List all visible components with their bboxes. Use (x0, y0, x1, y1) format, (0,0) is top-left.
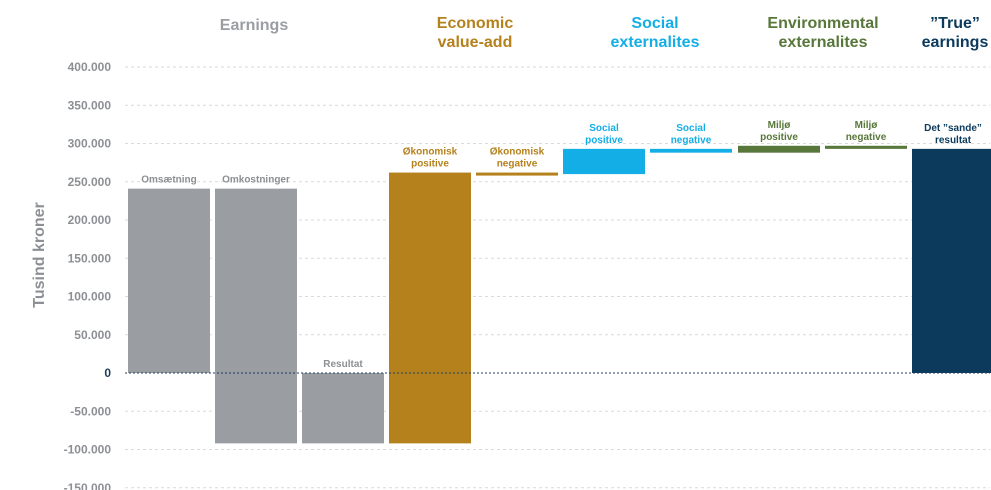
group-header: Economic value-add (437, 15, 514, 51)
bar-label: Økonomisk positive (403, 147, 458, 170)
bar (302, 373, 384, 444)
group-header: Environmental externalites (767, 15, 878, 51)
y-tick-label: 350.000 (68, 98, 112, 112)
bar (650, 148, 732, 153)
bar (912, 148, 991, 373)
bar (389, 172, 471, 444)
y-tick-label: -50.000 (70, 404, 111, 418)
bar-label: Miljø negative (846, 120, 887, 143)
bar-label: Miljø positive (760, 120, 798, 143)
bar (825, 145, 907, 149)
y-tick-label: -150.000 (64, 481, 112, 490)
bar (215, 188, 297, 444)
y-axis-label: Tusind kroner (31, 202, 48, 308)
y-tick-label: 200.000 (68, 213, 112, 227)
group-header: Earnings (220, 17, 289, 34)
y-tick-label: 0 (104, 366, 111, 380)
y-tick-label: 300.000 (68, 137, 112, 151)
bar-label: Resultat (323, 359, 363, 370)
bar-label: Omsætning (141, 175, 197, 186)
bar-label: Det ”sande” resultat (924, 123, 982, 146)
y-tick-label: 100.000 (68, 290, 112, 304)
bar-labels: Omsætning Omkostninger Resultat Økonomisk po… (141, 120, 982, 370)
bar-label: Økonomisk negative (490, 147, 545, 170)
bar (738, 145, 820, 153)
group-headers: Earnings Economic value-add Social externali… (220, 15, 989, 51)
bar-label: Social negative (671, 123, 712, 146)
bar (563, 148, 645, 175)
y-axis-ticks: 400.000 350.000 300.000 250.000 200.000 150.0… (64, 60, 112, 490)
group-header: ”True” earnings (922, 15, 989, 51)
y-tick-label: 250.000 (68, 175, 112, 189)
y-tick-label: 50.000 (74, 328, 111, 342)
bar (128, 188, 210, 373)
y-tick-label: 150.000 (68, 251, 112, 265)
group-header: Social externalites (611, 15, 700, 51)
bar-label: Omkostninger (222, 175, 290, 186)
y-tick-label: -100.000 (64, 443, 112, 457)
y-tick-label: 400.000 (68, 60, 112, 74)
bars (128, 145, 991, 444)
bar-label: Social positive (585, 123, 623, 146)
bar (476, 172, 558, 176)
